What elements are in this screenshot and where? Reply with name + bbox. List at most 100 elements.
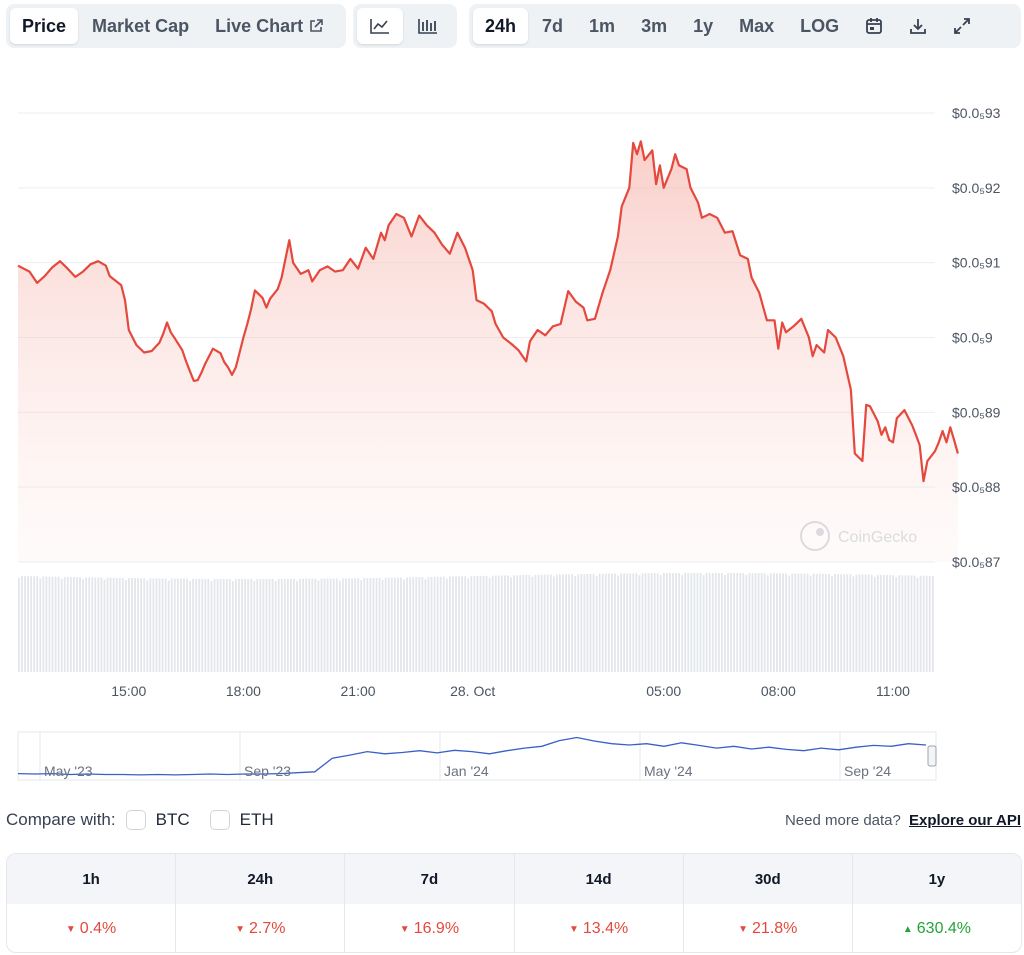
navigator-label: Sep '24 — [844, 763, 891, 779]
volume-bar — [265, 578, 268, 672]
volume-bar — [494, 575, 497, 672]
volume-bar — [427, 576, 430, 672]
price-chart[interactable]: $0.0₅93 $0.0₅92 $0.0₅91 $0.0₅9 $0.0₅89 $0.0₅8… — [0, 60, 1024, 710]
volume-bar — [598, 573, 601, 672]
download-icon[interactable] — [897, 8, 939, 44]
volume-bar — [112, 577, 115, 672]
volume-bar — [763, 573, 766, 672]
eth-label[interactable]: ETH — [239, 810, 274, 829]
volume-bar — [687, 573, 690, 672]
y-tick-label: $0.0₅89 — [952, 404, 1001, 420]
volume-bar — [430, 576, 433, 672]
volume-bar — [662, 573, 665, 672]
volume-bar — [397, 577, 399, 672]
volume-bar — [161, 578, 164, 672]
volume-bar — [607, 573, 610, 672]
volume-bar — [870, 574, 873, 672]
range-1y[interactable]: 1y — [693, 15, 714, 36]
volume-bar — [873, 576, 876, 672]
range-max[interactable]: Max — [739, 15, 775, 36]
volume-bar — [66, 576, 69, 672]
x-tick-label: 08:00 — [761, 683, 796, 699]
volume-bar — [198, 578, 201, 672]
volume-bar — [195, 578, 198, 672]
range-7d[interactable]: 7d — [542, 15, 564, 36]
volume-bar — [534, 574, 537, 672]
chart-style-tabs — [353, 4, 457, 48]
expand-icon[interactable] — [941, 8, 983, 44]
volume-bar — [393, 577, 396, 672]
volume-bar — [736, 573, 739, 672]
volume-bar — [824, 573, 827, 672]
volume-bar — [259, 578, 262, 672]
log-toggle[interactable]: LOG — [800, 15, 840, 36]
volume-bar — [39, 578, 42, 672]
volume-bar — [357, 578, 360, 672]
volume-bar — [910, 575, 913, 672]
volume-bar — [629, 573, 632, 672]
volume-bar — [476, 576, 479, 672]
volume-bar — [238, 578, 240, 672]
volume-bar — [867, 574, 870, 672]
volume-bar — [488, 577, 491, 672]
volume-bar — [617, 575, 619, 672]
volume-bar — [375, 577, 378, 672]
volume-bar — [828, 573, 830, 672]
volume-bar — [620, 573, 622, 672]
volume-bar — [149, 578, 152, 672]
range-3m[interactable]: 3m — [641, 15, 668, 36]
compare-label: Compare with: — [6, 810, 116, 829]
volume-bar — [51, 576, 54, 672]
navigator-handle[interactable] — [927, 745, 937, 767]
volume-bar — [931, 575, 934, 672]
navigator-label: Sep '23 — [244, 763, 291, 779]
range-1m[interactable]: 1m — [589, 15, 616, 36]
volume-bar — [843, 574, 846, 672]
performance-value-text: 2.7% — [248, 920, 286, 937]
volume-bar — [727, 573, 729, 672]
performance-value: ▼ 13.4% — [515, 904, 684, 952]
performance-header: 1y — [928, 870, 946, 888]
volume-bar — [571, 574, 574, 672]
volume-bar — [684, 573, 687, 672]
volume-bar — [537, 574, 540, 672]
volume-bar — [595, 575, 598, 672]
volume-bar — [308, 578, 311, 672]
external-link-icon — [309, 19, 323, 33]
performance-value-row: ▼ 0.4% ▼ 2.7% ▼ 16.9% ▼ 13.4% ▼ 21.8% ▲ 630.4% — [7, 904, 1021, 952]
volume-bar — [708, 573, 711, 672]
volume-bar — [366, 578, 369, 672]
volume-bar — [846, 574, 849, 672]
y-tick-label: $0.0₅9 — [952, 330, 993, 346]
volume-bar — [815, 573, 818, 672]
tab-market-cap[interactable]: Market Cap — [92, 15, 190, 36]
range-24h[interactable]: 24h — [473, 8, 529, 44]
volume-bar — [225, 578, 228, 672]
range-navigator[interactable]: May '23 Sep '23 Jan '24 May '24 Sep '24 — [0, 728, 1024, 784]
btc-label[interactable]: BTC — [155, 810, 190, 829]
volume-bar — [268, 578, 271, 672]
performance-header-row: 1h 24h 7d 14d 30d 1y — [7, 854, 1021, 904]
x-tick-label: 11:00 — [876, 683, 910, 699]
volume-bar — [97, 577, 100, 672]
volume-bar — [280, 578, 283, 672]
explore-api-link[interactable]: Explore our API — [909, 812, 1021, 829]
volume-bar — [424, 579, 427, 672]
eth-checkbox[interactable] — [209, 810, 230, 830]
volume-bar — [210, 580, 213, 672]
volume-bar — [140, 578, 143, 672]
volume-bar — [592, 573, 595, 672]
volume-bar — [531, 576, 534, 672]
calendar-icon[interactable] — [853, 8, 895, 44]
line-chart-icon[interactable] — [357, 8, 403, 44]
price-area — [18, 141, 958, 562]
volume-bar — [415, 577, 418, 672]
volume-bar — [861, 574, 864, 672]
btc-checkbox[interactable] — [125, 810, 146, 830]
volume-bar — [552, 576, 555, 672]
performance-value-text: 13.4% — [582, 920, 629, 937]
candlestick-icon[interactable] — [405, 8, 451, 44]
tab-price[interactable]: Price — [10, 8, 79, 44]
volume-bar — [702, 575, 705, 672]
tab-live-chart[interactable]: Live Chart — [203, 8, 335, 44]
